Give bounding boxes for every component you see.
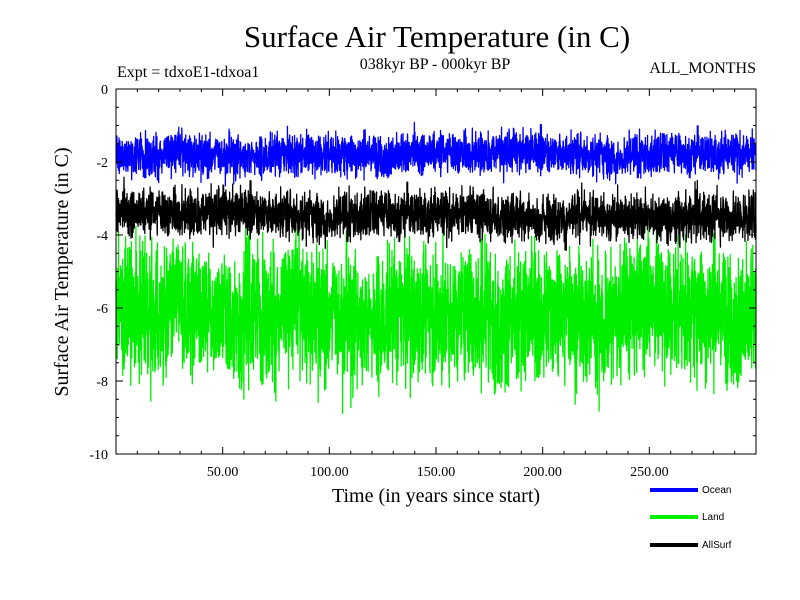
series-line-allsurf <box>115 176 757 252</box>
y-tick-label: -10 <box>89 448 108 463</box>
legend-label-ocean: Ocean <box>702 485 731 496</box>
months-label: ALL_MONTHS <box>649 60 756 77</box>
x-axis-label: Time (in years since start) <box>332 485 540 507</box>
chart-subtitle: 038kyr BP - 000kyr BP <box>360 56 511 73</box>
series-line-land <box>115 223 757 415</box>
y-tick-label: -2 <box>96 156 108 171</box>
series-line-ocean <box>115 121 757 187</box>
experiment-label: Expt = tdxoE1-tdxoa1 <box>117 64 259 81</box>
legend-label-allsurf: AllSurf <box>702 540 732 551</box>
x-tick-label: 150.00 <box>417 465 456 480</box>
y-axis-label: Surface Air Temperature (in C) <box>51 147 73 396</box>
legend-item-allsurf: AllSurf <box>650 540 732 551</box>
legend-item-ocean: Ocean <box>650 485 731 496</box>
legend: Ocean Land AllSurf <box>650 485 732 551</box>
chart-title: Surface Air Temperature (in C) <box>244 19 630 54</box>
x-tick-label: 100.00 <box>310 465 349 480</box>
legend-label-land: Land <box>702 512 724 523</box>
y-tick-label: -4 <box>96 229 108 244</box>
x-tick-label: 200.00 <box>523 465 562 480</box>
series-layer <box>115 121 757 415</box>
y-tick-label: 0 <box>101 83 108 98</box>
x-tick-label: 50.00 <box>207 465 239 480</box>
y-tick-label: -6 <box>96 302 108 317</box>
legend-item-land: Land <box>650 512 724 523</box>
plot-frame <box>115 88 757 455</box>
axis-layer: 50.00 100.00 150.00 200.00 250.00 0 -2 -4 -6 -8 -1… <box>89 83 756 480</box>
x-tick-label: 250.00 <box>630 465 669 480</box>
y-tick-label: -8 <box>96 375 108 390</box>
